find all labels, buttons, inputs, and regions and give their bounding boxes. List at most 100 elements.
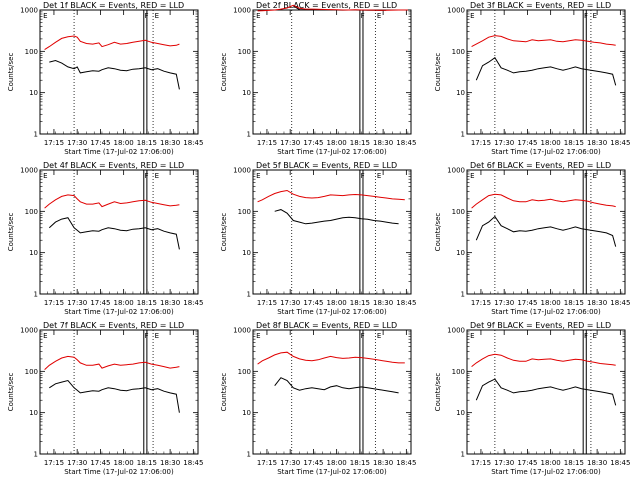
x-tick-label: 18:30: [587, 139, 607, 147]
series-line-events: [274, 209, 399, 225]
detector-plot-6: Det 6f BLACK = Events, RED = LLD 1 10 100 10…: [434, 161, 630, 316]
marker-letter: F: [361, 172, 365, 180]
series-line-events: [475, 56, 617, 86]
y-tick-label: 100: [25, 368, 38, 376]
x-axis-label: Start Time (17-Jul-02 17:06:00): [64, 308, 174, 316]
marker-letter: F: [145, 12, 149, 20]
x-tick-label: 17:15: [44, 139, 64, 147]
x-tick-label: 17:45: [303, 299, 323, 307]
marker-letter: E: [377, 172, 381, 180]
y-tick-label: 1: [247, 131, 251, 139]
y-tick-label: 10: [29, 409, 38, 417]
y-tick-label: 10: [242, 409, 251, 417]
y-tick-label: 1: [247, 451, 251, 459]
series-line-lld: [257, 351, 405, 365]
marker-letter: E: [155, 172, 159, 180]
x-tick-label: 17:45: [517, 459, 537, 467]
plot-frame: [39, 169, 199, 295]
x-tick-label: 18:00: [327, 459, 347, 467]
series-line-events: [48, 217, 180, 250]
plot-frame: [252, 329, 412, 455]
y-tick-label: 1000: [20, 167, 38, 175]
y-tick-label: 1: [247, 291, 251, 299]
plot-title: Det 4f BLACK = Events, RED = LLD: [43, 161, 184, 170]
x-tick-label: 17:15: [471, 459, 491, 467]
y-tick-label: 1: [34, 451, 38, 459]
x-tick-label: 18:15: [350, 139, 370, 147]
x-tick-label: 18:15: [350, 459, 370, 467]
y-tick-label: 10: [456, 249, 465, 257]
x-tick-label: 18:45: [396, 299, 416, 307]
marker-letter: E: [470, 332, 474, 340]
series-line-lld: [44, 194, 180, 209]
y-tick-label: 1: [461, 451, 465, 459]
marker-letter: E: [155, 332, 159, 340]
x-tick-label: 17:45: [90, 139, 110, 147]
x-tick-label: 18:45: [610, 299, 630, 307]
marker-letter: E: [470, 172, 474, 180]
marker-letter: E: [470, 12, 474, 20]
marker-letter: F: [361, 332, 365, 340]
x-tick-label: 18:15: [137, 139, 157, 147]
x-axis-label: Start Time (17-Jul-02 17:06:00): [277, 308, 387, 316]
marker-letter: F: [361, 12, 365, 20]
detector-plot-5: Det 5f BLACK = Events, RED = LLD 1 10 100 10…: [220, 161, 416, 316]
x-tick-label: 17:30: [494, 459, 514, 467]
x-tick-label: 17:15: [471, 299, 491, 307]
y-tick-label: 1: [461, 131, 465, 139]
y-tick-label: 100: [238, 48, 251, 56]
plot-title: Det 5f BLACK = Events, RED = LLD: [256, 161, 397, 170]
y-tick-label: 1: [34, 131, 38, 139]
marker-letter: F: [145, 332, 149, 340]
x-tick-label: 18:15: [564, 299, 584, 307]
series-line-events: [475, 215, 617, 247]
y-tick-label: 1000: [233, 167, 251, 175]
x-tick-label: 17:30: [67, 299, 87, 307]
marker-letter: E: [256, 172, 260, 180]
y-tick-label: 1000: [233, 7, 251, 15]
y-axis-label: Counts/sec: [434, 373, 442, 412]
series-line-lld: [44, 35, 180, 51]
plot-title: Det 8f BLACK = Events, RED = LLD: [256, 321, 397, 330]
x-tick-label: 17:30: [280, 139, 300, 147]
marker-letter: E: [592, 12, 596, 20]
plot-title: Det 3f BLACK = Events, RED = LLD: [470, 1, 611, 10]
plot-frame: [466, 329, 626, 455]
x-tick-label: 17:45: [90, 459, 110, 467]
x-tick-label: 18:30: [160, 299, 180, 307]
x-tick-label: 18:30: [373, 459, 393, 467]
detector-plot-7: Det 7f BLACK = Events, RED = LLD 1 10 100 10…: [7, 321, 203, 476]
y-tick-label: 1: [34, 291, 38, 299]
x-tick-label: 18:45: [183, 299, 203, 307]
marker-letter: E: [155, 12, 159, 20]
x-tick-label: 17:15: [257, 139, 277, 147]
x-axis-label: Start Time (17-Jul-02 17:06:00): [491, 148, 601, 156]
y-axis-label: Counts/sec: [434, 213, 442, 252]
x-tick-label: 17:45: [303, 139, 323, 147]
marker-letter: E: [377, 12, 381, 20]
y-tick-label: 10: [29, 89, 38, 97]
y-tick-label: 1000: [20, 327, 38, 335]
x-tick-label: 18:30: [373, 139, 393, 147]
y-tick-label: 10: [242, 89, 251, 97]
series-line-events: [475, 378, 617, 406]
y-axis-label: Counts/sec: [7, 53, 15, 92]
x-tick-label: 18:45: [610, 139, 630, 147]
y-axis-label: Counts/sec: [220, 213, 228, 252]
x-tick-label: 18:00: [327, 139, 347, 147]
x-tick-label: 18:15: [137, 459, 157, 467]
x-axis-label: Start Time (17-Jul-02 17:06:00): [491, 468, 601, 476]
marker-letter: E: [256, 332, 260, 340]
y-tick-label: 10: [242, 249, 251, 257]
x-tick-label: 18:00: [327, 299, 347, 307]
marker-letter: F: [584, 12, 588, 20]
x-axis-label: Start Time (17-Jul-02 17:06:00): [277, 148, 387, 156]
x-tick-label: 18:30: [587, 459, 607, 467]
y-tick-label: 100: [452, 368, 465, 376]
y-tick-label: 100: [452, 208, 465, 216]
x-tick-label: 18:45: [396, 139, 416, 147]
marker-letter: E: [592, 332, 596, 340]
series-line-events: [49, 59, 180, 90]
detector-plot-1: Det 1f BLACK = Events, RED = LLD 1 10 100 10…: [7, 1, 203, 156]
series-line-lld: [471, 193, 616, 209]
